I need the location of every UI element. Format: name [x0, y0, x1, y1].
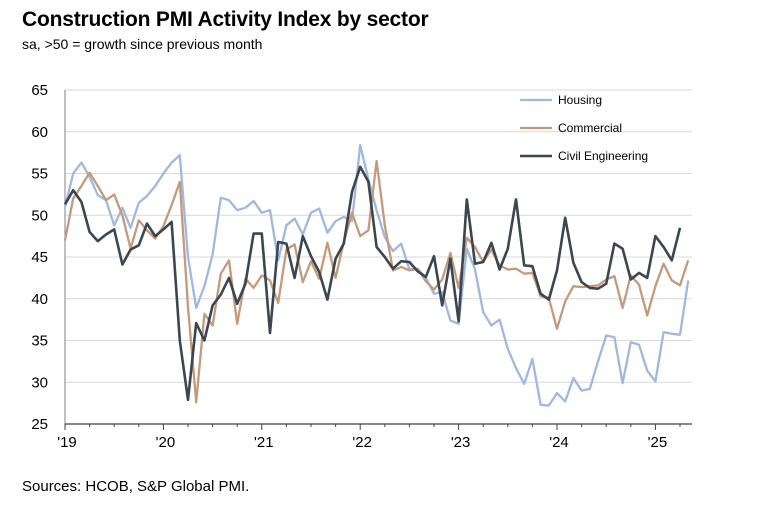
y-tick-label: 45	[31, 249, 48, 266]
y-axis-ticks: 25 30 35 40 45 50 55 60 65	[31, 82, 48, 433]
series-line-commercial	[63, 159, 690, 404]
series-line-civil-engineering	[63, 165, 682, 402]
x-tick-label: '25	[648, 434, 668, 451]
x-axis: '19 '20 '21 '22 '23 '24 '25	[57, 423, 692, 451]
x-tick-label: '24	[549, 434, 569, 451]
y-tick-label: 60	[31, 124, 48, 141]
x-tick-label: '22	[352, 434, 372, 451]
legend-label: Housing	[558, 93, 602, 107]
x-tick-label: '23	[451, 434, 471, 451]
gridlines	[64, 89, 692, 424]
y-tick-label: 50	[31, 207, 48, 224]
chart-title: Construction PMI Activity Index by secto…	[22, 8, 429, 31]
series-lines	[63, 143, 690, 407]
y-tick-label: 55	[31, 166, 48, 183]
chart-subtitle: sa, >50 = growth since previous month	[22, 36, 263, 52]
x-tick-label: '20	[156, 434, 176, 451]
x-tick-label: '21	[254, 434, 274, 451]
source-note: Sources: HCOB, S&P Global PMI.	[22, 478, 250, 495]
chart: 25 30 35 40 45 50 55 60 65 '19 '20 '21 '22 '23 '24 '25…	[31, 82, 692, 451]
y-tick-label: 40	[31, 291, 48, 308]
legend-label: Commercial	[558, 121, 622, 135]
y-tick-label: 35	[31, 333, 48, 350]
y-tick-label: 25	[31, 416, 48, 433]
legend-label: Civil Engineering	[558, 149, 648, 163]
y-tick-label: 65	[31, 82, 48, 99]
legend: Housing Commercial Civil Engineering	[520, 93, 648, 163]
series-line-housing	[63, 143, 690, 407]
x-tick-label: '19	[57, 434, 77, 451]
y-tick-label: 30	[31, 374, 48, 391]
